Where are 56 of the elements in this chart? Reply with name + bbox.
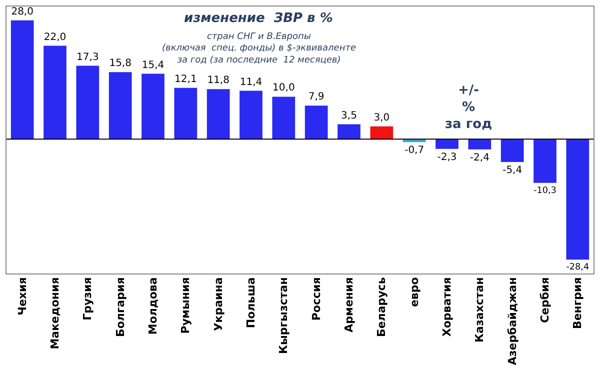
data-label: 11,4 bbox=[240, 76, 262, 88]
data-label: 22,0 bbox=[44, 32, 66, 43]
data-label: -10,3 bbox=[534, 186, 556, 196]
bar bbox=[338, 124, 360, 140]
annotation: +/- % за год bbox=[445, 83, 492, 132]
bar bbox=[174, 88, 198, 140]
x-tick-label: Грузия bbox=[81, 277, 94, 320]
bar bbox=[370, 126, 394, 140]
chart-title: изменение ЗВР в % bbox=[184, 11, 333, 26]
data-label: -2,3 bbox=[437, 152, 457, 163]
data-label: 3,5 bbox=[341, 110, 357, 122]
x-tick-label: Румыния bbox=[179, 277, 192, 334]
data-label: -28,4 bbox=[566, 262, 590, 273]
data-label: -5,4 bbox=[502, 165, 522, 176]
data-label: 28,0 bbox=[11, 6, 34, 18]
x-tick-label: Польша bbox=[244, 277, 258, 328]
bar bbox=[10, 20, 34, 140]
x-tick-label: Хорватия bbox=[440, 277, 454, 337]
x-tick-label: Украина bbox=[212, 277, 225, 332]
data-label: 7,9 bbox=[308, 92, 324, 103]
data-label: 17,3 bbox=[76, 52, 99, 63]
x-tick-label: Казахстан bbox=[473, 277, 486, 342]
data-label: 3,0 bbox=[374, 112, 390, 124]
x-tick-label: Азербайджан bbox=[506, 277, 519, 366]
data-label: 11,8 bbox=[207, 75, 230, 86]
bar bbox=[76, 66, 100, 140]
x-tick-label: Молдова bbox=[146, 277, 160, 335]
bar bbox=[566, 139, 590, 260]
bar bbox=[44, 46, 66, 140]
x-tick-label: Армения bbox=[342, 277, 356, 332]
text: стран СНГ и В.Европы (включая спец. фонды) в $-эквиваленте за год (за последние 12 месяцев) bbox=[162, 32, 356, 66]
data-label: -2,4 bbox=[470, 152, 490, 164]
x-tick-label: евро bbox=[408, 276, 421, 308]
bar bbox=[108, 72, 132, 140]
bar bbox=[534, 139, 556, 183]
x-tick-label: Чехия bbox=[16, 277, 29, 316]
data-label: 12,1 bbox=[174, 74, 197, 85]
bar bbox=[304, 106, 328, 140]
bar bbox=[272, 96, 296, 140]
x-tick-label: Венгрия bbox=[571, 277, 584, 330]
x-tick-label: Кыргызстан bbox=[277, 277, 290, 354]
x-tick-label: Болгария bbox=[114, 277, 127, 338]
x-tick-label: Россия bbox=[310, 277, 323, 321]
data-label: 15,8 bbox=[109, 58, 132, 70]
data-label: 15,4 bbox=[142, 60, 164, 71]
x-tick-label: Беларусь bbox=[375, 277, 388, 338]
bar bbox=[240, 90, 262, 140]
bar bbox=[436, 139, 458, 149]
bar bbox=[206, 89, 230, 140]
data-label: 10,0 bbox=[272, 82, 295, 94]
bar bbox=[142, 74, 164, 140]
x-tick-label: Сербия bbox=[538, 277, 552, 324]
x-tick-label: Македония bbox=[48, 277, 62, 350]
bar bbox=[500, 139, 524, 162]
bar bbox=[468, 139, 492, 150]
data-label: -0,7 bbox=[404, 145, 424, 156]
